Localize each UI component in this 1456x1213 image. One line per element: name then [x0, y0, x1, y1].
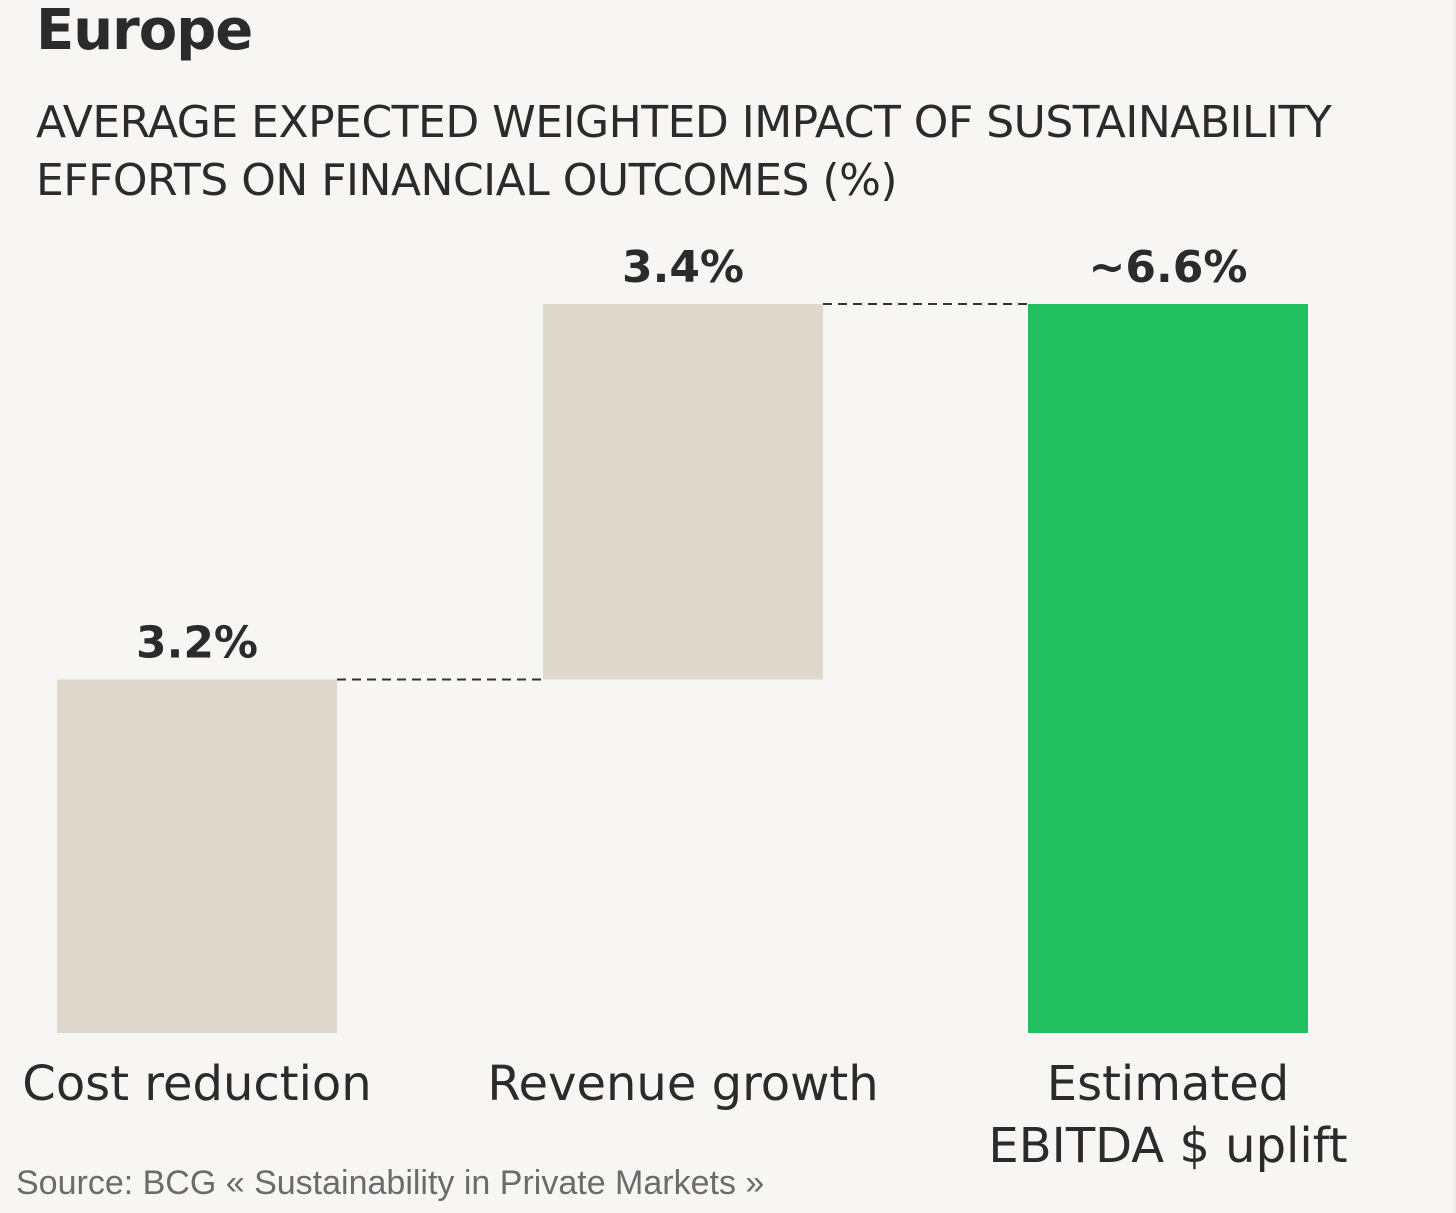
bar [543, 304, 823, 680]
data-label: 3.2% [136, 618, 258, 669]
bar [57, 679, 337, 1033]
bar [1028, 304, 1308, 1033]
category-label: EBITDA $ uplift [988, 1118, 1347, 1174]
category-label: Cost reduction [22, 1056, 371, 1112]
source-note: Source: BCG « Sustainability in Private … [16, 1164, 765, 1202]
chart-title: Europe [36, 0, 253, 63]
data-label: ~6.6% [1089, 242, 1248, 293]
category-label: Revenue growth [487, 1056, 878, 1112]
right-border [1453, 0, 1456, 1213]
category-label: Estimated [1047, 1056, 1289, 1112]
data-label: 3.4% [622, 242, 744, 293]
chart-subtitle: AVERAGE EXPECTED WEIGHTED IMPACT OF SUST… [36, 97, 1332, 206]
